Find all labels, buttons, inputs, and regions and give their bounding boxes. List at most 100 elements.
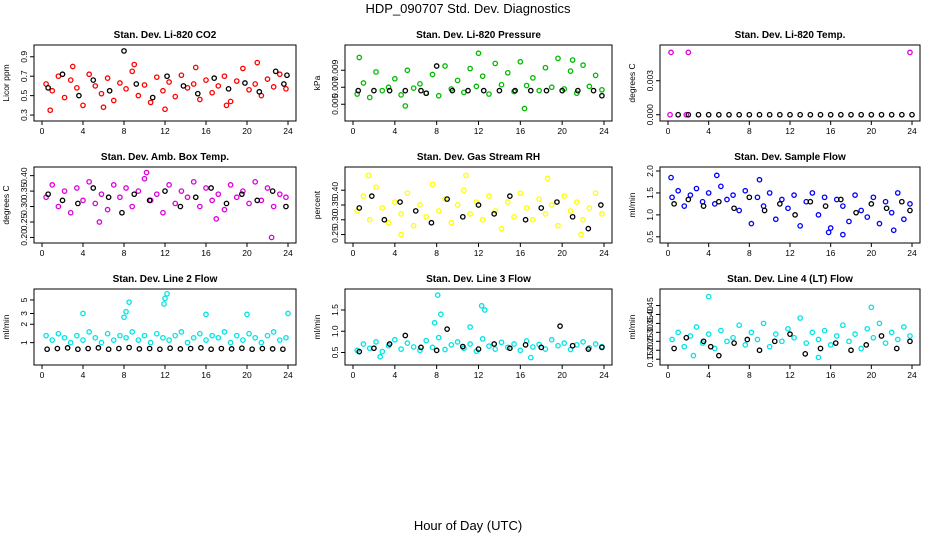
data-point	[517, 347, 524, 354]
y-tick-label: 1	[19, 340, 29, 345]
data-point	[554, 199, 560, 205]
data-point	[256, 88, 263, 95]
data-point	[64, 345, 71, 351]
data-point	[901, 216, 907, 223]
data-point	[538, 205, 545, 211]
panel-title: Stan. Dev. Li-820 Pressure	[416, 30, 541, 41]
data-point	[153, 330, 160, 337]
data-point	[180, 83, 187, 89]
data-point	[807, 198, 814, 205]
y-tick-label: 0.7	[19, 70, 29, 82]
data-point	[580, 339, 586, 345]
x-tick-label: 8	[122, 126, 127, 136]
data-point	[473, 83, 480, 90]
data-point	[683, 111, 690, 118]
data-point	[110, 182, 117, 188]
x-tick-label: 24	[599, 370, 609, 380]
data-point	[681, 203, 688, 209]
data-point	[479, 73, 486, 80]
data-point	[907, 49, 913, 56]
data-point	[67, 339, 74, 346]
x-tick-label: 24	[907, 126, 917, 136]
data-point	[675, 187, 682, 194]
data-point	[748, 329, 755, 336]
x-tick-label: 12	[160, 248, 170, 258]
data-point	[276, 191, 283, 198]
data-point	[478, 302, 485, 309]
data-point	[160, 87, 166, 94]
data-point	[172, 332, 179, 339]
data-point	[898, 198, 905, 205]
data-point	[517, 190, 524, 197]
y-tick-label: 2	[19, 322, 29, 327]
data-point	[718, 327, 724, 334]
data-point	[888, 111, 895, 118]
data-point	[61, 334, 68, 341]
x-tick-label: 12	[785, 126, 795, 136]
y-tick-label: 0.25	[645, 333, 655, 350]
data-point	[724, 196, 730, 203]
data-point	[569, 213, 576, 220]
data-point	[190, 81, 197, 87]
data-point	[463, 172, 469, 179]
data-point	[264, 332, 271, 339]
data-point	[90, 185, 97, 191]
data-point	[61, 94, 68, 101]
data-point	[227, 182, 234, 188]
data-point	[356, 205, 363, 211]
x-tick-label: 24	[599, 248, 609, 258]
y-axis-label: ml/min	[627, 192, 637, 217]
data-point	[45, 85, 52, 91]
data-point	[197, 96, 203, 103]
data-point	[371, 345, 377, 352]
data-point	[184, 194, 191, 201]
data-point	[667, 111, 673, 118]
data-point	[417, 202, 423, 208]
data-point	[104, 330, 111, 337]
data-point	[47, 107, 54, 114]
data-point	[428, 219, 435, 226]
data-point	[105, 346, 112, 353]
data-point	[55, 203, 62, 210]
x-tick-label: 24	[283, 126, 293, 136]
data-point	[221, 329, 228, 335]
data-point	[209, 197, 215, 204]
series-black	[44, 344, 286, 353]
data-point	[162, 106, 168, 113]
data-point	[429, 71, 436, 78]
data-point	[675, 329, 682, 336]
data-point	[121, 48, 127, 54]
data-point	[146, 197, 153, 204]
data-point	[283, 194, 289, 201]
data-point	[240, 188, 246, 194]
data-point	[785, 325, 791, 332]
series-colored	[669, 293, 913, 361]
data-point	[209, 89, 215, 96]
data-point	[832, 340, 839, 346]
data-point	[280, 346, 286, 353]
data-point	[86, 71, 93, 78]
data-point	[512, 87, 518, 94]
data-point	[435, 92, 442, 99]
data-point	[715, 352, 722, 359]
data-point	[172, 200, 179, 207]
data-point	[227, 339, 234, 346]
data-point	[681, 343, 688, 350]
data-point	[123, 185, 129, 191]
data-point	[203, 311, 209, 318]
data-point	[95, 345, 102, 351]
x-tick-label: 8	[434, 126, 439, 136]
data-point	[86, 178, 93, 185]
x-tick-label: 4	[706, 248, 711, 258]
data-point	[373, 339, 379, 345]
data-point	[242, 80, 248, 86]
data-point	[567, 68, 574, 74]
data-point	[197, 330, 203, 337]
x-tick-label: 4	[392, 370, 397, 380]
data-point	[461, 187, 467, 194]
data-point	[827, 225, 834, 231]
data-point	[746, 111, 753, 118]
y-tick-label: 0.5	[645, 231, 655, 243]
data-point	[129, 203, 136, 210]
series-colored	[43, 169, 289, 241]
